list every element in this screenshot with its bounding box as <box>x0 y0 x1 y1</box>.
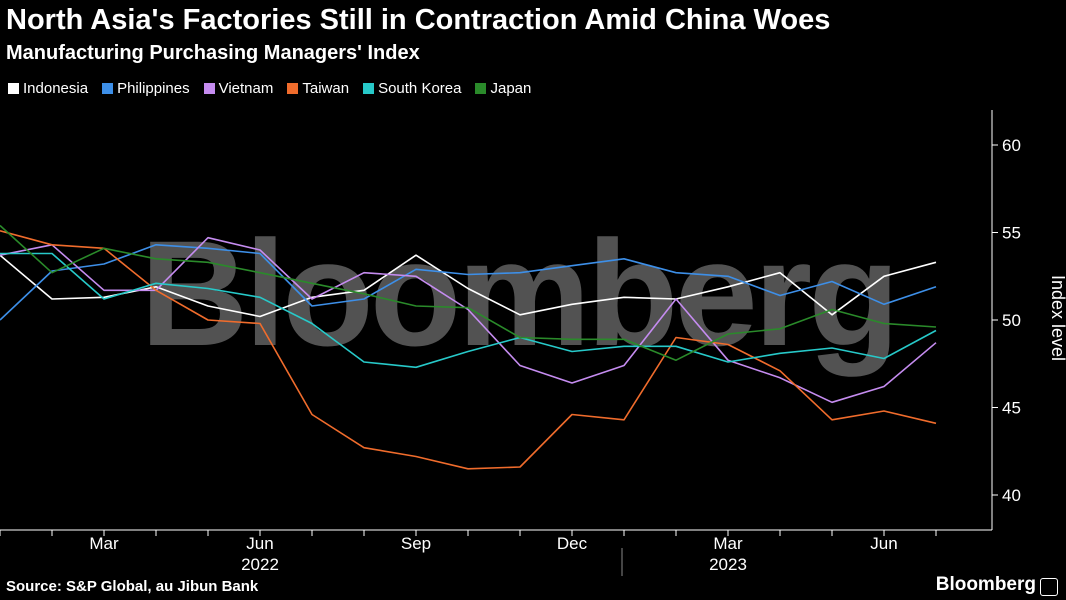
series-line-taiwan <box>0 230 937 470</box>
legend-swatch <box>363 83 375 94</box>
chart-subtitle: Manufacturing Purchasing Managers' Index <box>6 42 420 64</box>
x-tick-label: Dec <box>557 534 588 553</box>
source-note: Source: S&P Global, au Jibun Bank <box>6 578 259 595</box>
legend-label: Vietnam <box>218 80 274 97</box>
legend-item-taiwan: Taiwan <box>287 80 349 97</box>
legend-swatch <box>203 83 215 94</box>
legend-item-south-korea: South Korea <box>363 80 461 97</box>
y-axis-label: Index level <box>1048 275 1066 361</box>
brand-logo: Bloomberg <box>935 574 1036 595</box>
legend-item-indonesia: Indonesia <box>8 80 88 97</box>
bloomberg-chart-icon <box>1040 578 1058 596</box>
series-layer <box>0 224 937 470</box>
legend-swatch <box>475 83 487 94</box>
series-line-philippines <box>0 244 937 321</box>
x-tick-label: Mar <box>89 534 119 553</box>
legend-item-vietnam: Vietnam <box>203 80 274 97</box>
x-tick-label: Jun <box>870 534 897 553</box>
y-tick-label: 45 <box>1002 399 1021 418</box>
legend-item-philippines: Philippines <box>102 80 190 97</box>
x-tick-label: Mar <box>713 534 743 553</box>
y-tick-label: 50 <box>1002 311 1021 330</box>
y-tick-label: 60 <box>1002 136 1021 155</box>
x-tick-label: Sep <box>401 534 431 553</box>
series-line-japan <box>0 224 937 362</box>
legend-label: Taiwan <box>302 80 350 97</box>
series-line-indonesia <box>0 254 937 318</box>
chart-title: North Asia's Factories Still in Contract… <box>6 4 831 36</box>
legend: Indonesia Philippines Vietnam Taiwan South K… <box>8 80 531 97</box>
y-tick-label: 40 <box>1002 486 1021 505</box>
series-line-south-korea <box>0 252 937 369</box>
watermark: Bloomberg <box>140 209 896 377</box>
y-ticks: 40 45 50 55 60 <box>992 136 1021 505</box>
legend-label: Philippines <box>117 80 190 97</box>
x-ticks: Mar Jun Sep Dec Mar Jun 2022 2023 <box>0 530 937 574</box>
legend-label: Indonesia <box>23 80 89 97</box>
legend-label: South Korea <box>378 80 462 97</box>
x-year-label: 2023 <box>709 555 747 574</box>
legend-label: Japan <box>490 80 532 97</box>
legend-swatch <box>8 83 19 94</box>
legend-swatch <box>287 83 299 94</box>
y-tick-label: 55 <box>1002 224 1021 243</box>
x-year-label: 2022 <box>241 555 279 574</box>
legend-swatch <box>102 83 114 94</box>
x-tick-label: Jun <box>246 534 273 553</box>
legend-item-japan: Japan <box>475 80 531 97</box>
